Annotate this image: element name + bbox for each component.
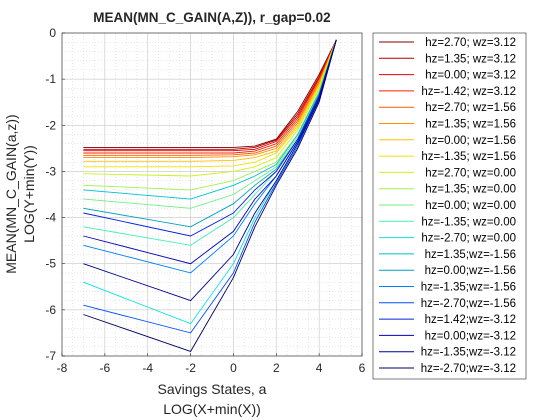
x-tick-label: 0 bbox=[230, 361, 237, 375]
legend-label-8: hz=2.70; wz=0.00 bbox=[425, 167, 516, 179]
legend-label-2: hz=0.00; wz=3.12 bbox=[425, 70, 516, 82]
legend-label-4: hz=2.70; wz=1.56 bbox=[425, 102, 516, 114]
legend-label-13: hz=1.35;wz=-1.56 bbox=[425, 249, 516, 261]
legend-label-12: hz=-2.70; wz=0.00 bbox=[421, 233, 516, 245]
y-axis-label-line1: MEAN(MN_C_GAIN(a,z)) bbox=[3, 114, 19, 273]
series-line-2 bbox=[83, 39, 337, 152]
legend-label-19: hz=-1.35;wz=-3.12 bbox=[421, 347, 516, 359]
legend-label-5: hz=1.35; wz=1.56 bbox=[425, 119, 516, 131]
x-axis-label-line1: Savings States, a bbox=[158, 381, 267, 397]
series-line-5 bbox=[83, 39, 337, 159]
legend: hz=2.70; wz=3.12 hz=1.35; wz=3.12 hz=0.00;… bbox=[372, 32, 527, 380]
y-tick-label: -3 bbox=[45, 164, 56, 178]
y-tick-label: -5 bbox=[45, 257, 56, 271]
y-tick-label: -1 bbox=[45, 72, 56, 86]
chart-title: MEAN(MN_C_GAIN(A,Z)), r_gap=0.02 bbox=[93, 10, 330, 25]
legend-label-20: hz=-2.70;wz=-3.12 bbox=[421, 363, 516, 375]
legend-label-0: hz=2.70; wz=3.12 bbox=[425, 37, 516, 49]
series-line-9 bbox=[83, 39, 337, 191]
y-tick-label: -2 bbox=[45, 118, 56, 132]
legend-label-10: hz=0.00; wz=0.00 bbox=[425, 200, 516, 212]
series-line-17 bbox=[83, 39, 337, 237]
series-line-3 bbox=[83, 39, 337, 154]
series-line-18 bbox=[83, 39, 337, 265]
y-tick-label: -6 bbox=[45, 303, 56, 317]
x-tick-label: 4 bbox=[316, 361, 323, 375]
legend-label-18: hz=0.00;wz=-3.12 bbox=[425, 330, 516, 342]
legend-label-14: hz=0.00;wz=-1.56 bbox=[425, 265, 516, 277]
series-lines bbox=[83, 39, 337, 352]
x-tick-label: 6 bbox=[359, 361, 366, 375]
x-tick-label: -6 bbox=[100, 361, 111, 375]
legend-label-7: hz=-1.35; wz=1.56 bbox=[421, 151, 516, 163]
legend-label-17: hz=1.42;wz=-3.12 bbox=[425, 314, 516, 326]
x-axis-label-line2: LOG(X+min(X)) bbox=[163, 401, 261, 417]
series-line-0 bbox=[83, 39, 337, 148]
x-tick-label: -8 bbox=[57, 361, 68, 375]
x-tick-label: 2 bbox=[273, 361, 280, 375]
legend-label-16: hz=-2.70;wz=-1.56 bbox=[421, 298, 516, 310]
x-tick-label: -4 bbox=[142, 361, 153, 375]
series-line-20 bbox=[83, 39, 337, 352]
x-tick-label: -2 bbox=[185, 361, 196, 375]
ticks: -8 -6 -4 -2 0 2 4 6 -7 -6 -5 -4 -3 -2 -1 0 bbox=[45, 26, 365, 375]
legend-label-3: hz=-1.42; wz=3.12 bbox=[421, 86, 516, 98]
series-line-1 bbox=[83, 39, 337, 150]
y-tick-label: -4 bbox=[45, 211, 56, 225]
y-tick-label: -7 bbox=[45, 349, 56, 363]
legend-label-1: hz=1.35; wz=3.12 bbox=[425, 53, 516, 65]
series-line-19 bbox=[83, 39, 337, 302]
legend-label-9: hz=1.35; wz=0.00 bbox=[425, 184, 516, 196]
series-line-13 bbox=[83, 39, 337, 200]
plot-frame bbox=[61, 32, 363, 357]
series-line-4 bbox=[83, 39, 337, 156]
series-line-8 bbox=[83, 39, 337, 177]
series-line-6 bbox=[83, 39, 337, 162]
y-tick-label: 0 bbox=[49, 26, 56, 40]
legend-label-6: hz=0.00; wz=1.56 bbox=[425, 135, 516, 147]
legend-label-15: hz=-1.35;wz=-1.56 bbox=[421, 282, 516, 294]
y-axis-label-line2: LOG(Y+min(Y)) bbox=[21, 145, 37, 243]
legend-label-11: hz=-1.35; wz=0.00 bbox=[421, 216, 516, 228]
series-line-7 bbox=[83, 39, 337, 168]
